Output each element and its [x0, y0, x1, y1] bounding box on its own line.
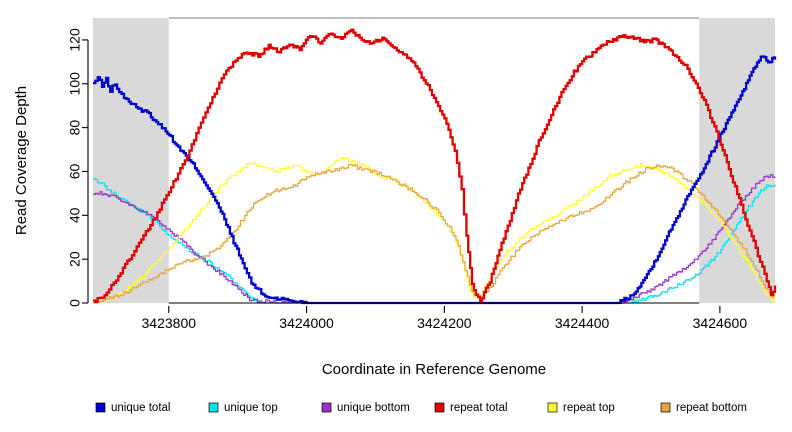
legend-label: repeat top [563, 402, 615, 414]
legend-label: unique bottom [337, 402, 410, 414]
legend-item-unique-top[interactable]: unique top [208, 402, 278, 414]
right-flank-shade [699, 18, 775, 303]
square-swatch-unique-top [208, 402, 219, 413]
legend: unique total unique top unique bottom repea… [95, 402, 747, 414]
x-tick-label: 3424200 [417, 315, 472, 331]
x-axis-title: Coordinate in Reference Genome [322, 361, 546, 378]
x-tick-label: 3424400 [555, 315, 610, 331]
square-swatch-repeat-top [547, 402, 558, 413]
axis-labels: Read Coverage Depth Coordinate in Referen… [13, 86, 546, 378]
x-tick-label: 3424600 [693, 315, 748, 331]
square-swatch-repeat-bottom [660, 402, 671, 413]
y-tick-label: 60 [67, 163, 83, 179]
legend-item-repeat-bottom[interactable]: repeat bottom [660, 402, 747, 414]
series-line-repeat-total [93, 28, 777, 303]
legend-label: unique total [111, 402, 170, 414]
square-swatch-unique-total [95, 402, 106, 413]
legend-label: repeat total [450, 402, 508, 414]
legend-label: repeat bottom [676, 402, 747, 414]
x-tick-label: 3423800 [142, 315, 197, 331]
legend-item-repeat-top[interactable]: repeat top [547, 402, 615, 414]
square-swatch-unique-bottom [321, 402, 332, 413]
legend-label: unique top [224, 402, 278, 414]
y-axis-title: Read Coverage Depth [13, 86, 30, 235]
legend-item-unique-bottom[interactable]: unique bottom [321, 402, 410, 414]
shaded-flank-regions [93, 18, 775, 303]
series-line-repeat-top [93, 157, 776, 303]
y-tick-label: 120 [67, 28, 83, 52]
legend-item-repeat-total[interactable]: repeat total [434, 402, 508, 414]
y-tick-label: 0 [67, 299, 83, 307]
y-tick-label: 100 [67, 72, 83, 96]
square-swatch-repeat-total [434, 402, 445, 413]
x-tick-label: 3424000 [279, 315, 334, 331]
legend-item-unique-total[interactable]: unique total [95, 402, 170, 414]
y-tick-label: 80 [67, 120, 83, 136]
y-tick-label: 20 [67, 251, 83, 267]
series-line-repeat-bottom [93, 164, 776, 304]
y-tick-label: 40 [67, 207, 83, 223]
axes: 0 20 40 60 80 100 120 3423800 3424000 3424200 3424… [67, 17, 748, 331]
